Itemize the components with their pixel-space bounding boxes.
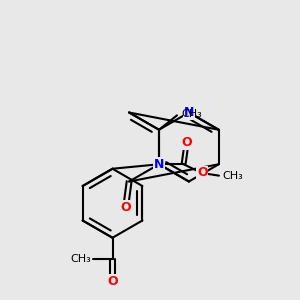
Text: O: O (181, 136, 192, 149)
Text: N: N (154, 158, 164, 171)
Text: O: O (121, 201, 131, 214)
Text: CH₃: CH₃ (70, 254, 91, 264)
Text: O: O (107, 275, 118, 288)
Text: O: O (197, 167, 208, 179)
Text: CH₃: CH₃ (181, 109, 202, 119)
Text: CH₃: CH₃ (222, 171, 243, 181)
Text: N: N (184, 106, 194, 119)
